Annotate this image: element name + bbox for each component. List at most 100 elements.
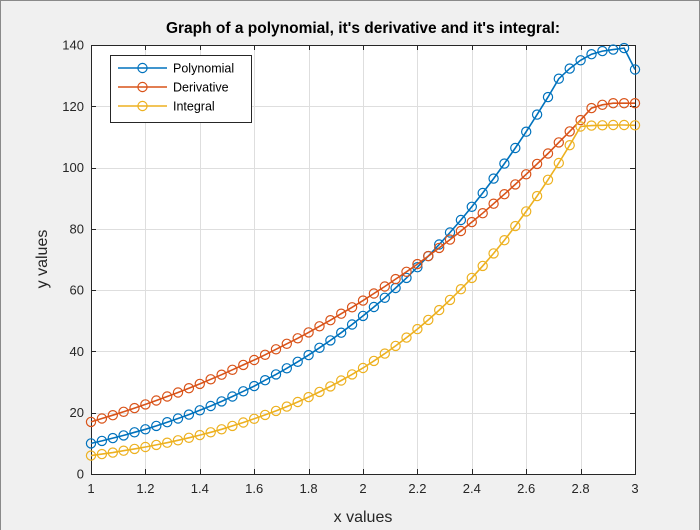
data-point (586, 49, 597, 60)
data-point (292, 333, 303, 344)
data-point (542, 91, 554, 103)
data-point (379, 292, 390, 303)
data-point (140, 441, 151, 453)
data-point (499, 234, 510, 246)
data-point (423, 314, 434, 326)
x-tick-label: 1 (87, 481, 94, 496)
data-point (586, 102, 597, 114)
data-point (151, 395, 162, 406)
data-point (216, 369, 227, 380)
data-point (205, 400, 216, 412)
x-tick-label: 1.4 (191, 481, 209, 496)
data-point (618, 119, 630, 131)
data-point (129, 427, 140, 438)
data-point (542, 148, 554, 159)
data-point (325, 381, 336, 392)
data-point (597, 45, 608, 57)
legend-marker (137, 100, 148, 112)
data-point (401, 332, 412, 343)
data-point (401, 266, 412, 277)
series-layer (85, 42, 641, 461)
data-point (96, 413, 108, 424)
data-point (368, 355, 380, 367)
data-point (444, 227, 456, 238)
data-point (368, 288, 380, 299)
data-point (586, 120, 597, 131)
data-point (368, 301, 380, 313)
data-point (303, 349, 314, 361)
data-point (488, 198, 499, 209)
y-tick-label: 20 (70, 405, 84, 420)
data-point (140, 424, 151, 435)
data-point (575, 114, 586, 126)
data-point (248, 380, 260, 392)
data-point (531, 109, 543, 120)
data-point (183, 409, 195, 420)
data-point (314, 321, 325, 332)
data-point (183, 383, 195, 394)
data-point (357, 295, 369, 306)
data-point (336, 327, 347, 338)
x-tick-label: 3 (631, 481, 638, 496)
x-tick-label: 1.2 (136, 481, 154, 496)
data-point (118, 406, 129, 417)
series-line (90, 47, 636, 445)
x-tick-label: 2.6 (517, 481, 535, 496)
chart-title: Graph of a polynomial, it's derivative a… (166, 20, 560, 37)
data-point (227, 420, 238, 432)
data-point (346, 319, 358, 330)
data-point (161, 437, 173, 448)
data-point (477, 187, 488, 199)
data-point (194, 378, 205, 390)
data-point (292, 396, 303, 408)
data-point (172, 387, 184, 398)
legend-label: Derivative (173, 81, 229, 95)
y-axis-label: y values (34, 230, 51, 289)
y-tick-label: 60 (70, 283, 84, 298)
data-point (118, 445, 129, 456)
data-point (259, 375, 271, 386)
data-point (553, 137, 565, 148)
x-tick-label: 2 (359, 481, 366, 496)
series-derivative (85, 97, 641, 428)
data-point (379, 348, 390, 359)
data-point (172, 435, 184, 446)
y-tick-label: 120 (62, 99, 84, 114)
data-point (488, 173, 499, 184)
data-point (227, 364, 238, 375)
data-point (107, 410, 119, 421)
data-point (575, 55, 586, 66)
data-point (542, 174, 554, 185)
data-point (455, 214, 467, 226)
data-point (357, 362, 369, 374)
data-point (434, 304, 445, 316)
data-point (608, 44, 619, 55)
legend-marker (137, 62, 148, 74)
y-tick-label: 140 (62, 38, 84, 53)
data-point (444, 294, 456, 306)
data-point (151, 420, 162, 432)
data-point (629, 120, 641, 131)
legend-item-derivative: Derivative (118, 81, 229, 95)
data-point (205, 427, 216, 438)
x-tick-label: 1.6 (245, 481, 263, 496)
data-point (477, 260, 488, 272)
x-tick-labels: 1 1.2 1.4 1.6 1.8 2 2.2 2.4 2.6 2.8 3 (87, 481, 638, 496)
data-point (477, 207, 488, 219)
data-point (85, 450, 97, 461)
y-tick-label: 100 (62, 160, 84, 175)
x-tick-label: 2.2 (408, 481, 426, 496)
data-point (85, 416, 97, 428)
legend: Polynomial Derivative Integral (110, 55, 252, 123)
x-tick-label: 2.4 (463, 481, 481, 496)
data-point (129, 402, 140, 414)
data-point (423, 250, 434, 262)
series-line (90, 124, 636, 457)
data-point (564, 63, 575, 74)
data-point (466, 272, 477, 284)
data-point (107, 447, 119, 458)
data-point (455, 284, 467, 295)
data-point (281, 363, 292, 374)
data-point (336, 375, 347, 386)
